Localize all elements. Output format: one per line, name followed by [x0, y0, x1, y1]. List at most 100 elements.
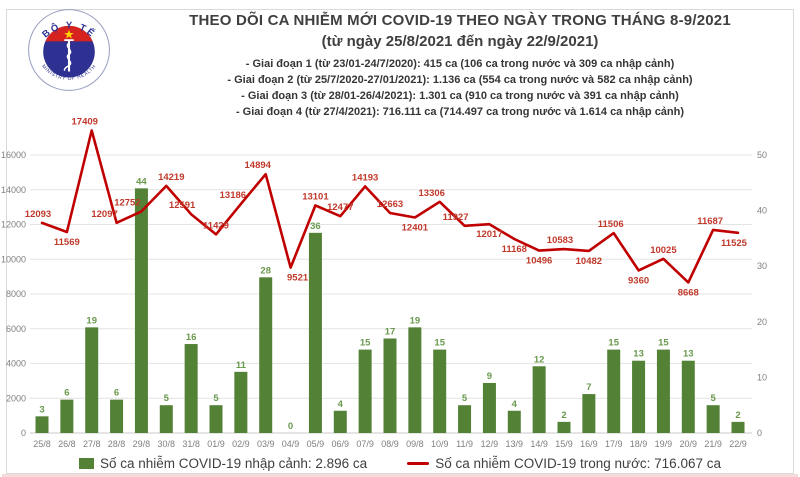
x-axis-label: 03/9: [257, 439, 275, 449]
bar-value-label: 4: [512, 399, 518, 410]
line-value-label: 11506: [598, 219, 624, 230]
line-value-label: 11569: [54, 237, 80, 248]
bar: [110, 399, 124, 433]
bar: [85, 327, 99, 433]
star-icon: [64, 29, 74, 39]
x-axis-label: 16/9: [580, 439, 598, 449]
x-axis-label: 01/9: [207, 439, 225, 449]
bar: [333, 410, 347, 433]
page-subtitle: (từ ngày 25/8/2021 đến ngày 22/9/2021): [321, 33, 599, 50]
bar: [184, 344, 198, 433]
legend-imported-label: Số ca nhiễm COVID-19 nhập cảnh: 2.896 ca: [100, 455, 368, 471]
bar: [731, 421, 745, 433]
bar-value-label: 7: [586, 382, 591, 393]
x-axis-label: 28/8: [108, 439, 126, 449]
bar-value-label: 19: [86, 315, 97, 326]
bar-value-label: 0: [288, 421, 293, 432]
bar-value-label: 13: [683, 349, 694, 360]
line-value-label: 14193: [352, 172, 378, 183]
line-value-label: 9521: [287, 273, 309, 284]
line-value-label: 12017: [476, 229, 502, 240]
right-axis-tick-label: 40: [757, 206, 767, 216]
bar: [209, 405, 223, 433]
bar: [60, 399, 74, 433]
line-value-label: 11168: [502, 244, 527, 255]
bar: [35, 416, 49, 433]
bar-value-label: 13: [633, 349, 644, 360]
phase-summary-list: - Giai đoạn 1 (từ 23/01-24/7/2020): 415 …: [115, 56, 800, 120]
bar-value-label: 15: [658, 338, 669, 349]
legend-item-imported: Số ca nhiễm COVID-19 nhập cảnh: 2.896 ca: [79, 456, 367, 471]
line-value-label: 12093: [25, 209, 51, 220]
line-value-label: 12477: [327, 202, 353, 213]
bar-value-label: 5: [462, 393, 468, 404]
line-value-label: 11525: [721, 238, 748, 249]
phase-1-summary: - Giai đoạn 1 (từ 23/01-24/7/2020): 415 …: [245, 58, 675, 70]
header: THEO DÕI CA NHIỄM MỚI COVID-19 THEO NGÀY…: [115, 12, 800, 120]
phase-2-summary: - Giai đoạn 2 (từ 25/7/2020-27/01/2021):…: [227, 74, 693, 86]
x-axis-label: 22/9: [729, 439, 747, 449]
x-axis-label: 15/9: [555, 439, 573, 449]
bar: [482, 382, 496, 433]
bar: [433, 349, 447, 433]
x-axis-label: 18/9: [630, 439, 648, 449]
line-value-label: 13186: [220, 190, 246, 201]
line-value-label: 17409: [72, 117, 98, 128]
x-axis-label: 25/8: [33, 439, 51, 449]
bar: [632, 360, 646, 433]
x-axis-label: 02/9: [232, 439, 250, 449]
bar: [507, 410, 521, 433]
left-axis-tick-label: 16000: [1, 150, 26, 160]
x-axis-label: 11/9: [456, 439, 473, 449]
bar-value-label: 15: [608, 338, 619, 349]
left-axis-tick-label: 4000: [6, 359, 26, 369]
bar: [383, 338, 397, 433]
x-axis-label: 09/8: [406, 439, 424, 449]
legend-item-domestic: Số ca nhiễm COVID-19 trong nước: 716.067…: [407, 456, 721, 471]
bar-value-label: 6: [114, 388, 119, 399]
bar-value-label: 12: [534, 354, 545, 365]
x-axis-label: 07/9: [356, 439, 374, 449]
line-value-label: 14219: [158, 172, 184, 183]
right-axis-tick-label: 20: [757, 317, 767, 327]
left-axis-tick-label: 14000: [1, 185, 26, 195]
left-axis-tick-label: 6000: [6, 324, 26, 334]
bar: [706, 405, 720, 433]
line-value-label: 9360: [628, 275, 649, 286]
x-axis-label: 08/9: [381, 439, 399, 449]
right-axis-tick-label: 30: [757, 261, 767, 271]
x-axis-label: 29/8: [133, 439, 151, 449]
line-value-label: 11927: [443, 212, 469, 223]
bar: [681, 360, 695, 433]
x-axis-label: 30/8: [158, 439, 176, 449]
bar-value-label: 6: [64, 388, 69, 399]
bar: [159, 405, 173, 433]
bar-value-label: 4: [338, 399, 344, 410]
left-axis-tick-label: 2000: [6, 393, 26, 403]
ministry-of-health-logo: BỘ Y TẾ MINISTRY OF HEALTH: [28, 9, 110, 91]
bar: [557, 421, 571, 433]
bar-value-label: 5: [710, 393, 716, 404]
line-value-label: 10496: [526, 256, 552, 267]
right-axis-tick-label: 10: [757, 372, 767, 382]
bar-value-label: 5: [213, 393, 219, 404]
line-series-swatch-icon: [407, 461, 430, 465]
bar-value-label: 2: [561, 410, 566, 421]
bar: [134, 188, 148, 433]
left-axis-tick-label: 10000: [1, 254, 26, 264]
bar: [656, 349, 670, 433]
bar-value-label: 17: [385, 326, 396, 337]
left-axis-tick-label: 0: [21, 428, 26, 438]
line-value-label: 8668: [678, 287, 699, 298]
bar: [308, 232, 322, 433]
bar-series-swatch-icon: [79, 457, 95, 469]
line-value-label: 12591: [169, 200, 196, 211]
line-value-label: 10025: [650, 245, 677, 256]
x-axis-label: 05/9: [307, 439, 325, 449]
x-axis-label: 12/9: [481, 439, 499, 449]
bar: [607, 349, 621, 433]
x-axis-label: 04/9: [282, 439, 300, 449]
line-value-label: 12097: [91, 209, 117, 220]
